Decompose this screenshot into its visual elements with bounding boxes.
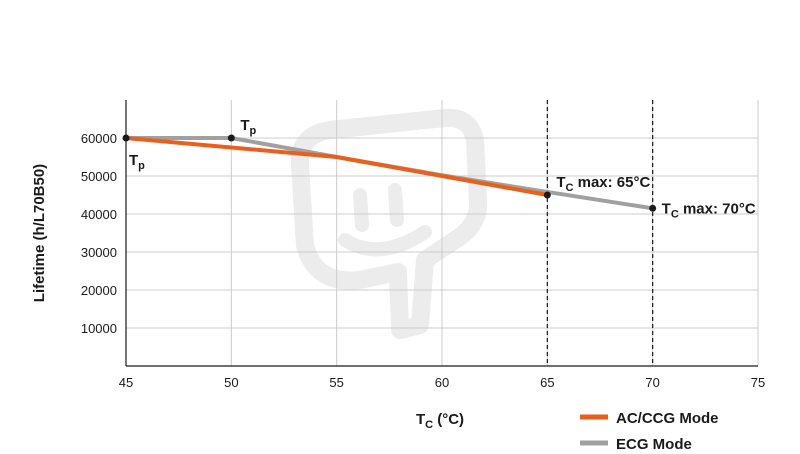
watermark-logo <box>290 108 488 339</box>
series-line-ac-ccg <box>124 136 550 197</box>
annotation-main: T <box>240 117 249 134</box>
y-tick-label: 60000 <box>81 131 117 146</box>
vertical-marker-lines <box>546 100 654 366</box>
annotation-label: TC max: 70°C <box>662 200 756 220</box>
y-tick-label: 50000 <box>81 169 117 184</box>
annotation-sub: C <box>671 208 679 220</box>
x-tick-label: 65 <box>540 375 554 390</box>
annotation-main: T <box>662 200 671 217</box>
tick-labels: 10000 20000 30000 40000 50000 60000 45 50 55 60 65… <box>81 131 765 390</box>
x-tick-label: 50 <box>224 375 238 390</box>
legend: AC/CCG Mode ECG Mode <box>580 410 719 453</box>
annotation-main: T <box>129 152 138 169</box>
annotation-rest: max: 70°C <box>679 200 756 217</box>
y-tick-label: 20000 <box>81 283 117 298</box>
annotation-label: TC max: 65°C <box>556 174 650 194</box>
point-marker <box>122 134 130 142</box>
y-tick-label: 40000 <box>81 207 117 222</box>
x-axis-label-rest: (°C) <box>433 411 464 428</box>
annotation-main: T <box>556 174 565 191</box>
x-tick-label: 60 <box>435 375 449 390</box>
annotation-sub: p <box>138 160 145 172</box>
x-tick-label: 75 <box>751 375 765 390</box>
x-tick-label: 70 <box>645 375 659 390</box>
annotation-label: Tp <box>240 117 256 137</box>
point-marker <box>227 134 235 142</box>
x-axis-label-sub: C <box>425 419 433 431</box>
annotation-label: Tp <box>129 152 145 172</box>
x-tick-label: 55 <box>329 375 343 390</box>
x-axis-label-main: T <box>416 411 425 428</box>
y-tick-label: 30000 <box>81 245 117 260</box>
point-markers <box>122 134 657 212</box>
x-axis-label: TC (°C) <box>416 411 464 431</box>
point-marker <box>649 204 657 212</box>
y-axis-label: Lifetime (h/L70B50) <box>31 164 48 302</box>
y-tick-label: 10000 <box>81 321 117 336</box>
legend-label-ac-ccg: AC/CCG Mode <box>616 410 719 427</box>
legend-label-ecg: ECG Mode <box>616 436 692 453</box>
annotation-sub: C <box>566 182 574 194</box>
annotation-rest: max: 65°C <box>573 174 650 191</box>
axes <box>125 100 758 367</box>
series-group <box>124 136 655 211</box>
x-tick-label: 45 <box>119 375 133 390</box>
annotation-sub: p <box>250 125 257 137</box>
point-marker <box>543 191 551 199</box>
